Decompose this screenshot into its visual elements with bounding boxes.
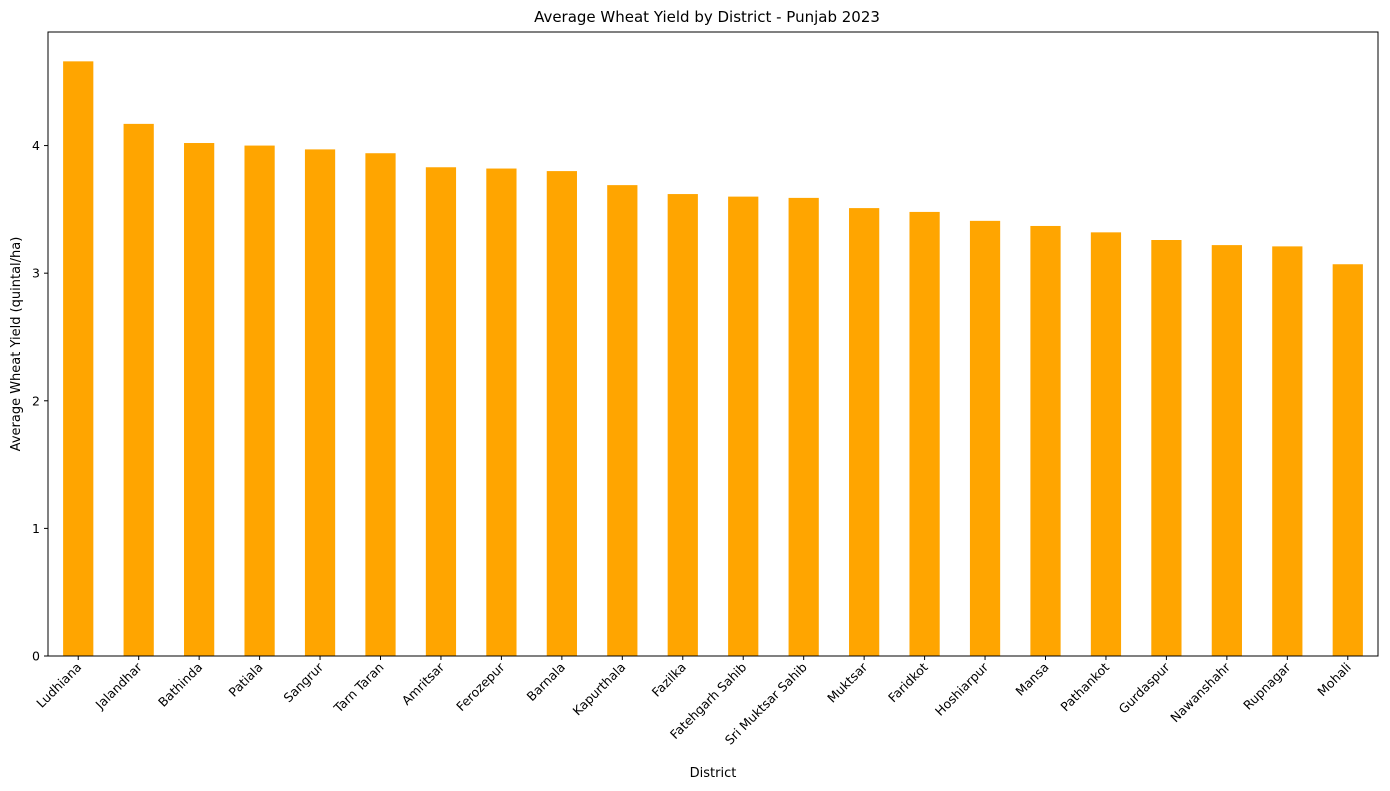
x-tick-label: Tarn Taran — [330, 660, 387, 717]
y-axis-label: Average Wheat Yield (quintal/ha) — [9, 237, 24, 452]
bar-gurdaspur — [1151, 240, 1182, 656]
x-tick-label: Hoshiarpur — [932, 659, 992, 719]
bar-nawanshahr — [1211, 245, 1242, 656]
x-tick-label: Gurdaspur — [1116, 659, 1174, 717]
x-tick-label: Faridkot — [885, 659, 931, 705]
bar-tarn-taran — [365, 153, 396, 656]
x-tick-label: Mansa — [1012, 660, 1051, 699]
x-axis-ticks: Ludhiana Jalandhar Bathinda Patiala Sangrur T… — [33, 656, 1354, 748]
x-tick-label: Ludhiana — [33, 660, 84, 711]
chart-title: Average Wheat Yield by District - Punjab… — [534, 8, 880, 26]
bar-pathankot — [1090, 232, 1122, 656]
plot-frame — [47, 31, 1379, 657]
bar-ferozepur — [486, 168, 517, 657]
x-tick-label: Barnala — [524, 660, 568, 704]
x-tick-label: Jalandhar — [92, 659, 146, 713]
y-tick-label: 0 — [32, 649, 40, 664]
bar-rupnagar — [1272, 246, 1303, 656]
x-tick-label: Pathankot — [1057, 659, 1112, 714]
bar-hoshiarpur — [969, 220, 1001, 657]
bar-kapurthala — [607, 185, 638, 656]
bar-ludhiana — [63, 61, 94, 657]
x-tick-label: Patiala — [226, 660, 266, 700]
bar-sangrur — [304, 149, 336, 656]
y-tick-label: 1 — [32, 521, 40, 536]
y-tick-label: 4 — [32, 138, 40, 153]
bar-faridkot — [909, 211, 940, 656]
bar-barnala — [546, 171, 577, 656]
bar-patiala — [244, 145, 275, 656]
y-tick-label: 3 — [32, 266, 40, 281]
x-tick-label: Sangrur — [280, 659, 326, 705]
bar-bathinda — [184, 143, 215, 656]
bar-fatehgarh-sahib — [728, 196, 759, 656]
bar-mohali — [1332, 264, 1363, 656]
bar-fazilka — [667, 194, 698, 657]
x-tick-label: Mohali — [1314, 660, 1354, 700]
bar-mansa — [1030, 225, 1061, 656]
x-tick-label: Bathinda — [155, 660, 205, 710]
bar-jalandhar — [123, 123, 154, 656]
bar-amritsar — [425, 167, 457, 657]
bars-group — [63, 61, 1363, 657]
y-axis-ticks: 0 1 2 3 4 — [32, 138, 48, 664]
x-tick-label: Muktsar — [824, 659, 871, 706]
x-tick-label: Ferozepur — [453, 659, 508, 714]
x-tick-label: Rupnagar — [1240, 659, 1294, 713]
x-tick-label: Nawanshahr — [1167, 659, 1233, 725]
x-tick-label: Fazilka — [649, 660, 689, 700]
x-tick-label: Kapurthala — [570, 660, 629, 719]
bar-sri-muktsar-sahib — [788, 197, 819, 656]
bar-muktsar — [849, 208, 880, 657]
x-tick-label: Amritsar — [399, 659, 448, 708]
y-tick-label: 2 — [32, 393, 40, 408]
x-axis-label: District — [690, 766, 737, 781]
